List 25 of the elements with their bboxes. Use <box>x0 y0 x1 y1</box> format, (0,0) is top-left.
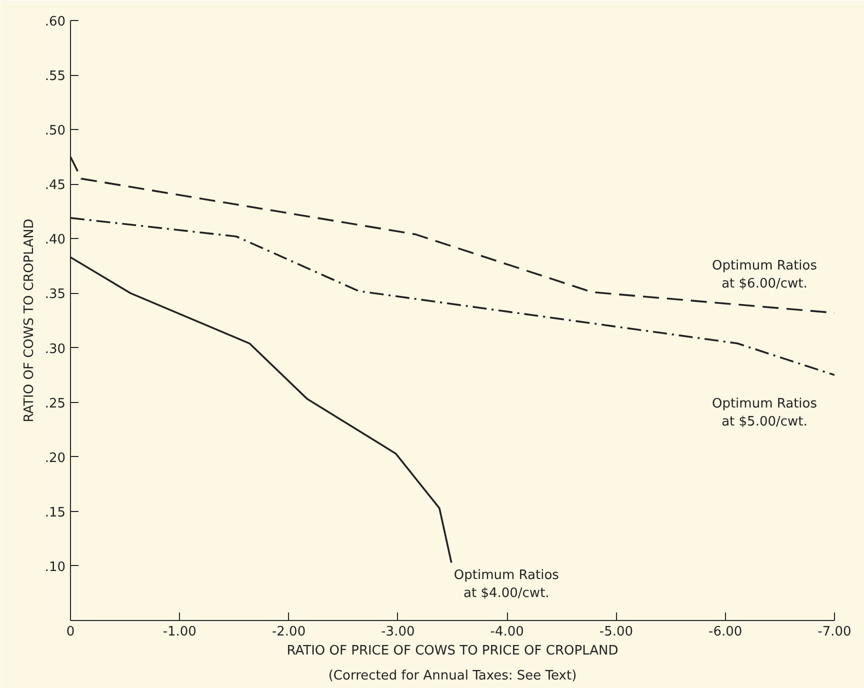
series-label: Optimum Ratios at $6.00/cwt. <box>712 258 818 292</box>
x-tick-label: -4.00 <box>490 624 524 640</box>
x-tick-label: -7.00 <box>818 624 852 640</box>
x-tick-label: -3.00 <box>381 624 415 640</box>
x-tick-label: 0 <box>66 624 75 640</box>
series-label: Optimum Ratios at $5.00/cwt. <box>712 396 818 430</box>
y-tick-label: .50 <box>44 124 66 139</box>
series-label: Optimum Ratios at $4.00/cwt. <box>454 568 560 602</box>
y-tick-label: .35 <box>44 287 66 302</box>
y-tick-label: .15 <box>44 505 66 520</box>
y-tick-label: .45 <box>44 178 66 194</box>
x-axis-title: RATIO OF PRICE OF COWS TO PRICE OF CROPLAND <box>286 644 618 658</box>
y-tick-label: .30 <box>44 342 66 357</box>
text: (Corrected for Annual Taxes: See Text) <box>328 668 577 684</box>
y-tick-label: .10 <box>44 560 66 575</box>
y-tick-label: .40 <box>44 232 66 248</box>
y-tick-label: .55 <box>44 69 66 84</box>
y-tick-label: .20 <box>44 450 66 466</box>
y-axis-title: RATIO OF COWS TO CROPLAND <box>22 218 37 422</box>
x-tick-label: -6.00 <box>708 624 742 640</box>
x-tick-label: -2.00 <box>272 624 306 640</box>
x-tick-label: -5.00 <box>599 624 634 640</box>
x-tick-label: -1.00 <box>162 624 196 640</box>
y-tick-label: .25 <box>44 396 66 412</box>
y-tick-label: .60 <box>44 14 66 30</box>
